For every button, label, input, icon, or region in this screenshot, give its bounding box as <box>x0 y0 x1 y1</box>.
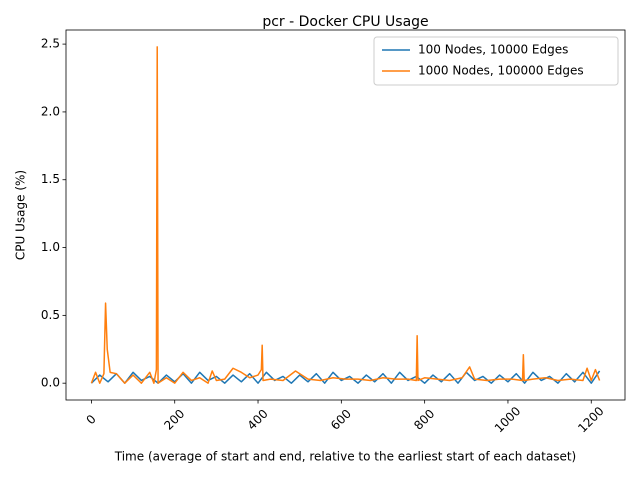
legend-label: 1000 Nodes, 100000 Edges <box>418 64 584 78</box>
plot-frame <box>65 29 626 401</box>
y-tick-label: 0.5 <box>41 308 60 322</box>
y-axis-label: CPU Usage (%) <box>14 170 28 260</box>
y-tick-label: 0.0 <box>41 376 60 390</box>
legend-box <box>373 36 619 86</box>
y-tick-label: 1.5 <box>41 172 60 186</box>
y-tick-label: 1.0 <box>41 240 60 254</box>
legend-label: 100 Nodes, 10000 Edges <box>418 43 568 57</box>
chart-title: pcr - Docker CPU Usage <box>262 14 428 30</box>
data-line <box>90 46 601 384</box>
y-tick-label: 2.5 <box>41 37 60 51</box>
x-axis-label: Time (average of start and end, relative… <box>114 450 576 464</box>
y-tick-label: 2.0 <box>41 104 60 118</box>
